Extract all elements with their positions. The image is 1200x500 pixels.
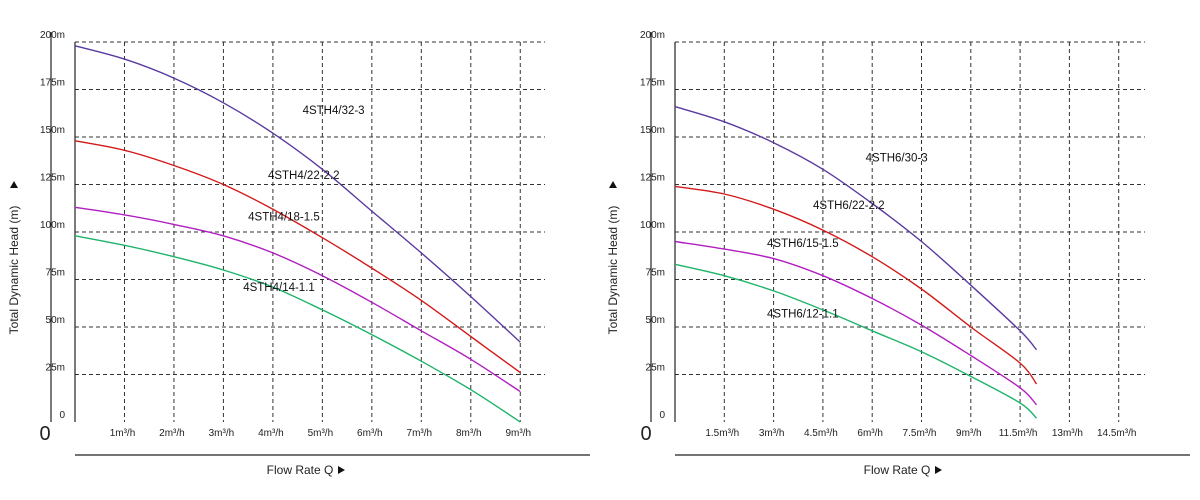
y-tick-label: 50m bbox=[646, 315, 665, 326]
x-tick-label: 5m³/h bbox=[308, 428, 334, 439]
x-tick-label: 1.5m³/h bbox=[705, 428, 739, 439]
series-curve-4sth4-32-3 bbox=[74, 45, 521, 343]
x-tick-label: 1m³/h bbox=[110, 428, 136, 439]
x-tick-label: 4m³/h bbox=[258, 428, 284, 439]
series-label: 4STH6/12-1.1 bbox=[767, 309, 839, 321]
y-tick-label: 200m bbox=[40, 30, 65, 41]
x-tick-label: 7m³/h bbox=[407, 428, 433, 439]
x-tick-label: 7.5m³/h bbox=[903, 428, 937, 439]
y-axis-label: Total Dynamic Head (m) bbox=[606, 206, 620, 335]
x-tick-label: 6m³/h bbox=[857, 428, 883, 439]
x-tick-label: 11.5m³/h bbox=[999, 428, 1038, 439]
y-axis-arrow-icon bbox=[10, 181, 18, 188]
y-tick-label: 150m bbox=[640, 125, 665, 136]
y-tick-label: 125m bbox=[640, 173, 665, 184]
y-tick-label: 125m bbox=[40, 173, 65, 184]
x-axis-label: Flow Rate Q bbox=[267, 463, 334, 477]
x-tick-label: 9m³/h bbox=[956, 428, 982, 439]
x-axis-label: Flow Rate Q bbox=[864, 463, 931, 477]
y-tick-label: 100m bbox=[40, 220, 65, 231]
series-curve-4sth6-12-1-1 bbox=[674, 263, 1037, 419]
series-curve-4sth6-22-2-2 bbox=[674, 185, 1038, 385]
y-tick-label: 150m bbox=[40, 125, 65, 136]
x-axis-arrow-icon bbox=[338, 466, 345, 474]
series-label: 4STH4/22-2.2 bbox=[268, 170, 340, 182]
x-axis-arrow-icon bbox=[935, 466, 942, 474]
y-tick-label: 75m bbox=[46, 268, 65, 279]
x-tick-label: 13m³/h bbox=[1052, 428, 1083, 439]
chart-panel-right: 0 25m 50m 75m 100m 125m 150m 175m 200m 0 1.5m³/h 3m… bbox=[606, 30, 1190, 477]
series-curve-4sth4-14-1-1 bbox=[74, 235, 521, 423]
x-tick-label: 2m³/h bbox=[159, 428, 185, 439]
y-tick-label: 175m bbox=[40, 78, 65, 89]
series-label: 4STH4/14-1.1 bbox=[243, 282, 315, 294]
y-axis-label: Total Dynamic Head (m) bbox=[7, 206, 21, 335]
y-tick-label: 25m bbox=[646, 363, 665, 374]
series-curve-4sth6-15-1-5 bbox=[674, 240, 1038, 406]
x-tick-label: 6m³/h bbox=[357, 428, 383, 439]
y-tick-label: 25m bbox=[46, 363, 65, 374]
x-tick-label: 14.5m³/h bbox=[1097, 428, 1136, 439]
series-label: 4STH6/30-3 bbox=[866, 153, 928, 165]
series-label: 4STH6/15-1.5 bbox=[767, 238, 839, 250]
y-axis-arrow-icon bbox=[609, 181, 617, 188]
series-label: 4STH6/22-2.2 bbox=[813, 200, 885, 212]
x-tick-label: 8m³/h bbox=[456, 428, 482, 439]
y-tick-label: 175m bbox=[640, 78, 665, 89]
x-tick-label: 9m³/h bbox=[505, 428, 531, 439]
y-tick-label: 200m bbox=[640, 30, 665, 41]
x-tick-label: 3m³/h bbox=[759, 428, 785, 439]
origin-label: 0 bbox=[39, 423, 50, 445]
y-tick-label: 0 bbox=[659, 410, 665, 421]
series-label: 4STH4/18-1.5 bbox=[248, 212, 320, 224]
x-tick-label: 4.5m³/h bbox=[804, 428, 838, 439]
x-tick-label: 3m³/h bbox=[209, 428, 235, 439]
y-tick-label: 75m bbox=[646, 268, 665, 279]
origin-label: 0 bbox=[640, 423, 651, 445]
y-tick-label: 0 bbox=[59, 410, 65, 421]
y-tick-label: 50m bbox=[46, 315, 65, 326]
series-curve-4sth6-30-3 bbox=[674, 105, 1038, 351]
series-curve-4sth4-22-2-2 bbox=[74, 140, 521, 374]
chart-panel-left: 0 25m 50m 75m 100m 125m 150m 175m 200m 0 1m³/h 2m³/… bbox=[7, 30, 590, 477]
series-curve-4sth4-18-1-5 bbox=[74, 206, 521, 393]
series-label: 4STH4/32-3 bbox=[303, 105, 365, 117]
y-tick-label: 100m bbox=[640, 220, 665, 231]
